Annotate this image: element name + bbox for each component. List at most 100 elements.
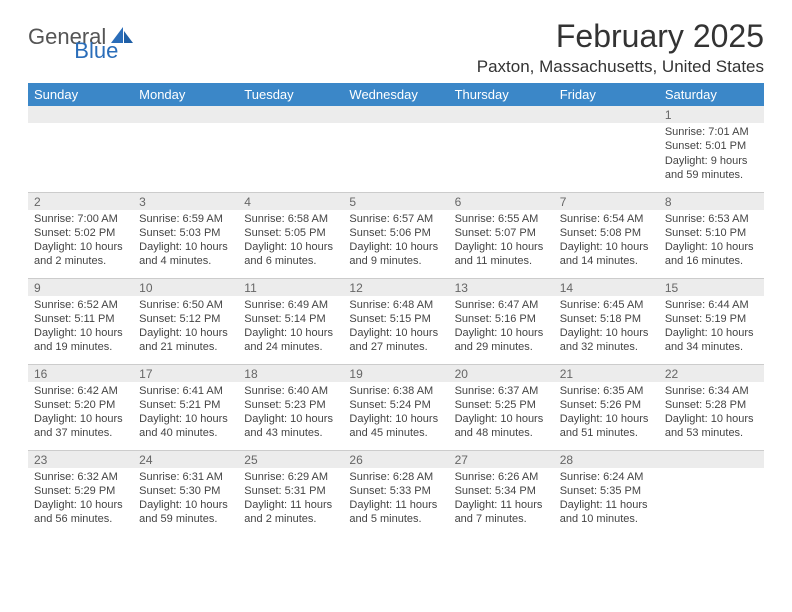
daylight-line: Daylight: 10 hours and 37 minutes. — [34, 412, 127, 441]
day-details: Sunrise: 6:28 AMSunset: 5:33 PMDaylight:… — [343, 468, 448, 531]
day-details: Sunrise: 7:01 AMSunset: 5:01 PMDaylight:… — [659, 123, 764, 186]
day-details: Sunrise: 6:48 AMSunset: 5:15 PMDaylight:… — [343, 296, 448, 359]
day-details: Sunrise: 6:26 AMSunset: 5:34 PMDaylight:… — [449, 468, 554, 531]
day-details — [238, 123, 343, 129]
daylight-line: Daylight: 10 hours and 21 minutes. — [139, 326, 232, 355]
daylight-line: Daylight: 10 hours and 27 minutes. — [349, 326, 442, 355]
calendar-cell — [343, 106, 448, 192]
calendar-header-row: SundayMondayTuesdayWednesdayThursdayFrid… — [28, 83, 764, 106]
sunset-line: Sunset: 5:05 PM — [244, 226, 337, 240]
day-number: 25 — [238, 451, 343, 468]
day-number: 22 — [659, 365, 764, 382]
day-number: 27 — [449, 451, 554, 468]
day-details: Sunrise: 6:53 AMSunset: 5:10 PMDaylight:… — [659, 210, 764, 273]
sunrise-line: Sunrise: 6:31 AM — [139, 470, 232, 484]
day-details: Sunrise: 6:32 AMSunset: 5:29 PMDaylight:… — [28, 468, 133, 531]
sunset-line: Sunset: 5:11 PM — [34, 312, 127, 326]
day-number: 28 — [554, 451, 659, 468]
header: General Blue February 2025 Paxton, Massa… — [28, 18, 764, 77]
daylight-line: Daylight: 10 hours and 2 minutes. — [34, 240, 127, 269]
day-number — [554, 106, 659, 123]
day-details — [133, 123, 238, 129]
calendar-cell: 1Sunrise: 7:01 AMSunset: 5:01 PMDaylight… — [659, 106, 764, 192]
day-number: 21 — [554, 365, 659, 382]
day-number: 23 — [28, 451, 133, 468]
logo-word2: Blue — [74, 38, 118, 64]
day-number — [449, 106, 554, 123]
weekday-header: Thursday — [449, 83, 554, 106]
day-number: 14 — [554, 279, 659, 296]
day-number: 24 — [133, 451, 238, 468]
sunrise-line: Sunrise: 6:38 AM — [349, 384, 442, 398]
day-details — [554, 123, 659, 129]
day-details — [659, 468, 764, 474]
weekday-header: Wednesday — [343, 83, 448, 106]
calendar-cell: 26Sunrise: 6:28 AMSunset: 5:33 PMDayligh… — [343, 450, 448, 536]
daylight-line: Daylight: 10 hours and 34 minutes. — [665, 326, 758, 355]
daylight-line: Daylight: 10 hours and 6 minutes. — [244, 240, 337, 269]
sunrise-line: Sunrise: 6:57 AM — [349, 212, 442, 226]
daylight-line: Daylight: 10 hours and 53 minutes. — [665, 412, 758, 441]
daylight-line: Daylight: 10 hours and 16 minutes. — [665, 240, 758, 269]
sunrise-line: Sunrise: 6:41 AM — [139, 384, 232, 398]
sunrise-line: Sunrise: 6:37 AM — [455, 384, 548, 398]
day-details: Sunrise: 7:00 AMSunset: 5:02 PMDaylight:… — [28, 210, 133, 273]
daylight-line: Daylight: 10 hours and 40 minutes. — [139, 412, 232, 441]
sunrise-line: Sunrise: 6:35 AM — [560, 384, 653, 398]
calendar-cell: 13Sunrise: 6:47 AMSunset: 5:16 PMDayligh… — [449, 278, 554, 364]
calendar-cell: 9Sunrise: 6:52 AMSunset: 5:11 PMDaylight… — [28, 278, 133, 364]
daylight-line: Daylight: 10 hours and 56 minutes. — [34, 498, 127, 527]
sunset-line: Sunset: 5:26 PM — [560, 398, 653, 412]
day-number — [133, 106, 238, 123]
calendar-cell — [28, 106, 133, 192]
calendar-body: 1Sunrise: 7:01 AMSunset: 5:01 PMDaylight… — [28, 106, 764, 536]
day-details: Sunrise: 6:37 AMSunset: 5:25 PMDaylight:… — [449, 382, 554, 445]
sunrise-line: Sunrise: 6:29 AM — [244, 470, 337, 484]
sunrise-line: Sunrise: 7:01 AM — [665, 125, 758, 139]
sunset-line: Sunset: 5:03 PM — [139, 226, 232, 240]
day-details: Sunrise: 6:41 AMSunset: 5:21 PMDaylight:… — [133, 382, 238, 445]
sunrise-line: Sunrise: 6:47 AM — [455, 298, 548, 312]
sunset-line: Sunset: 5:34 PM — [455, 484, 548, 498]
weekday-header: Monday — [133, 83, 238, 106]
daylight-line: Daylight: 10 hours and 11 minutes. — [455, 240, 548, 269]
calendar-cell: 24Sunrise: 6:31 AMSunset: 5:30 PMDayligh… — [133, 450, 238, 536]
sunrise-line: Sunrise: 6:49 AM — [244, 298, 337, 312]
sunset-line: Sunset: 5:01 PM — [665, 139, 758, 153]
calendar-cell: 6Sunrise: 6:55 AMSunset: 5:07 PMDaylight… — [449, 192, 554, 278]
sunset-line: Sunset: 5:14 PM — [244, 312, 337, 326]
calendar-cell — [659, 450, 764, 536]
day-details: Sunrise: 6:34 AMSunset: 5:28 PMDaylight:… — [659, 382, 764, 445]
day-details: Sunrise: 6:50 AMSunset: 5:12 PMDaylight:… — [133, 296, 238, 359]
day-number: 2 — [28, 193, 133, 210]
day-details: Sunrise: 6:29 AMSunset: 5:31 PMDaylight:… — [238, 468, 343, 531]
calendar-cell: 17Sunrise: 6:41 AMSunset: 5:21 PMDayligh… — [133, 364, 238, 450]
calendar-cell: 14Sunrise: 6:45 AMSunset: 5:18 PMDayligh… — [554, 278, 659, 364]
day-number: 19 — [343, 365, 448, 382]
page-title: February 2025 — [477, 18, 764, 55]
sunset-line: Sunset: 5:31 PM — [244, 484, 337, 498]
day-number — [28, 106, 133, 123]
sunrise-line: Sunrise: 6:40 AM — [244, 384, 337, 398]
logo: General Blue — [28, 18, 180, 50]
weekday-header: Saturday — [659, 83, 764, 106]
sunset-line: Sunset: 5:06 PM — [349, 226, 442, 240]
calendar-cell — [554, 106, 659, 192]
day-details: Sunrise: 6:49 AMSunset: 5:14 PMDaylight:… — [238, 296, 343, 359]
day-number: 4 — [238, 193, 343, 210]
weekday-header: Tuesday — [238, 83, 343, 106]
calendar-cell: 5Sunrise: 6:57 AMSunset: 5:06 PMDaylight… — [343, 192, 448, 278]
weekday-header: Friday — [554, 83, 659, 106]
sunrise-line: Sunrise: 6:24 AM — [560, 470, 653, 484]
daylight-line: Daylight: 11 hours and 5 minutes. — [349, 498, 442, 527]
sunrise-line: Sunrise: 6:52 AM — [34, 298, 127, 312]
sunset-line: Sunset: 5:28 PM — [665, 398, 758, 412]
day-details: Sunrise: 6:58 AMSunset: 5:05 PMDaylight:… — [238, 210, 343, 273]
calendar-cell — [238, 106, 343, 192]
daylight-line: Daylight: 10 hours and 29 minutes. — [455, 326, 548, 355]
day-details: Sunrise: 6:40 AMSunset: 5:23 PMDaylight:… — [238, 382, 343, 445]
day-number: 10 — [133, 279, 238, 296]
day-number: 6 — [449, 193, 554, 210]
sunset-line: Sunset: 5:10 PM — [665, 226, 758, 240]
day-number: 13 — [449, 279, 554, 296]
